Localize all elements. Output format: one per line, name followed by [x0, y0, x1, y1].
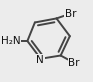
Text: H₂N: H₂N [1, 36, 21, 46]
Text: Br: Br [65, 9, 76, 19]
Text: Br: Br [68, 58, 80, 68]
Text: N: N [36, 55, 44, 65]
